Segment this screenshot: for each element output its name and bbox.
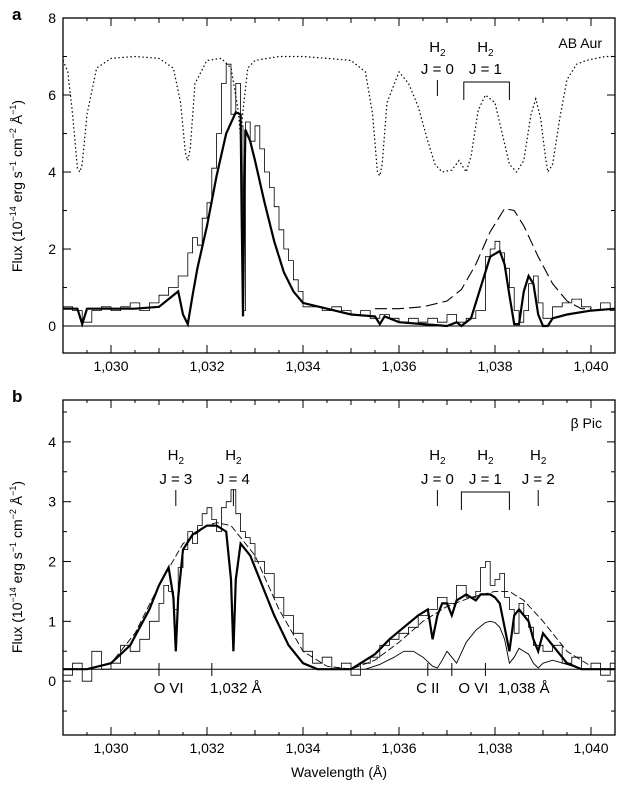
x-tick-label: 1,030 (93, 358, 128, 374)
h2-j1-bracket (460, 491, 510, 510)
line-id-label: 1,038 Å (498, 680, 550, 697)
h2-j-label: J = 4 (217, 471, 250, 488)
x-tick-label: 1,038 (477, 740, 512, 756)
x-tick-label: 1,030 (93, 740, 128, 756)
panel-a-letter: a (12, 5, 22, 24)
x-tick-label: 1,034 (285, 358, 320, 374)
line-id-label: 1,032 Å (210, 680, 262, 697)
panel-b-star-label: β Pic (571, 415, 602, 431)
h2-label: H2 (477, 39, 494, 59)
panel-b-letter: b (12, 387, 22, 406)
panel-b-curves (63, 489, 615, 682)
y-tick-label: 8 (48, 10, 56, 26)
panel-b-ylabel: Flux (10−14 erg s−1 cm−2 Å−1) (8, 481, 25, 653)
x-tick-label: 1,036 (381, 740, 416, 756)
h2-label: H2 (477, 447, 494, 467)
panel-b-ticks: 1,030 1,032 1,034 1,036 1,038 1,040 0 1 2 3 4 (48, 400, 616, 756)
x-tick-label: 1,040 (573, 358, 608, 374)
intrinsic-profile-curve (86, 522, 592, 670)
h2-j-label: J = 1 (469, 61, 502, 78)
h2-j-label: J = 3 (159, 471, 192, 488)
line-id-label: O VI (458, 680, 488, 697)
y-tick-label: 1 (48, 613, 56, 629)
panel-a-star-label: AB Aur (558, 35, 602, 51)
panel-a-ylabel: Flux (10−14 erg s−1 cm−2 Å−1) (8, 100, 25, 272)
panel-b-annotations: H2 J = 3 H2 J = 4 H2 J = 0 H2 J = 1 H2 J = 2 O VI 1… (154, 447, 555, 697)
panel-b-frame (62, 399, 616, 736)
y-tick-label: 3 (48, 494, 56, 510)
x-tick-label: 1,040 (573, 740, 608, 756)
x-tick-label: 1,032 (189, 358, 224, 374)
y-tick-label: 4 (48, 434, 56, 450)
y-tick-label: 2 (48, 554, 56, 570)
h2-j1-bracket (463, 81, 510, 100)
h2-j-label: J = 0 (421, 471, 454, 488)
intrinsic-profile-curve (375, 207, 591, 310)
x-tick-label: 1,036 (381, 358, 416, 374)
model-fit-curve (63, 110, 615, 328)
panel-b: b 1,030 1,032 1,034 1,036 1,038 1,040 0 1 2 3 4 H2… (8, 387, 616, 756)
panel-a: a 1,030 1,032 1,034 1,036 1,038 1,040 0 2 4 6 8 H2… (8, 5, 616, 374)
h2-label: H2 (225, 447, 242, 467)
x-tick-label: 1,034 (285, 740, 320, 756)
panel-a-curves (63, 55, 615, 328)
line-id-label: O VI (154, 680, 184, 697)
panel-a-ticks: 1,030 1,032 1,034 1,036 1,038 1,040 0 2 4 6 8 (48, 10, 616, 374)
y-tick-label: 0 (48, 318, 56, 334)
observed-flux-histogram (63, 489, 615, 682)
model-fit-curve (63, 524, 615, 671)
y-tick-label: 0 (48, 673, 56, 689)
h2-j-label: J = 1 (469, 471, 502, 488)
x-axis-label: Wavelength (Å) (291, 764, 387, 780)
h2-transmission-curve (63, 55, 615, 178)
panel-a-frame (62, 17, 616, 354)
y-tick-label: 4 (48, 164, 56, 180)
x-tick-label: 1,032 (189, 740, 224, 756)
thin-component-curve (365, 620, 582, 670)
panel-a-annotations: H2 J = 0 H2 J = 1 (421, 39, 510, 100)
y-tick-label: 6 (48, 87, 56, 103)
y-tick-label: 2 (48, 241, 56, 257)
h2-j-label: J = 0 (421, 61, 454, 78)
x-tick-label: 1,038 (477, 358, 512, 374)
h2-label: H2 (168, 447, 185, 467)
h2-label: H2 (429, 39, 446, 59)
h2-label: H2 (429, 447, 446, 467)
h2-j-label: J = 2 (522, 471, 555, 488)
h2-label: H2 (530, 447, 547, 467)
line-id-label: C II (416, 680, 439, 697)
